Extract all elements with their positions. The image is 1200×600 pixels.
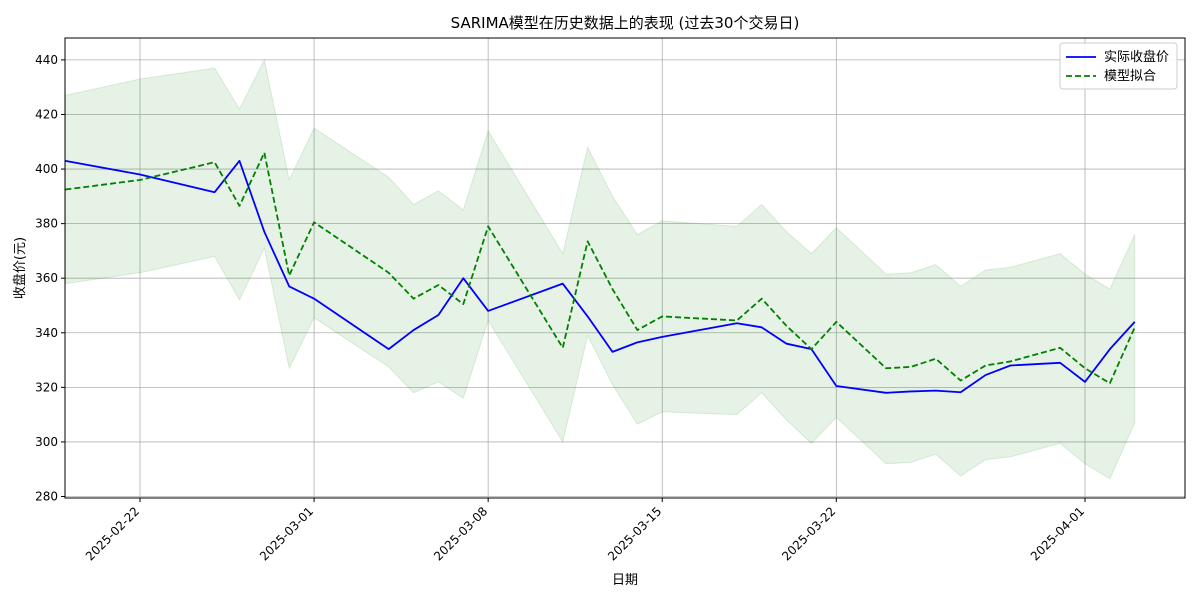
series-lines [65, 151, 1136, 394]
y-tick-label: 380 [35, 217, 58, 231]
y-tick-label: 280 [35, 490, 58, 504]
y-axis-title: 收盘价(元) [12, 237, 28, 299]
legend-label-actual: 实际收盘价 [1104, 49, 1169, 65]
series-line-actual [65, 159, 1136, 394]
legend-box [1059, 42, 1178, 90]
plot-frame [64, 37, 1186, 499]
legend: 实际收盘价 模型拟合 [1059, 42, 1178, 90]
grid-lines [65, 38, 1185, 498]
chart-title: SARIMA模型在历史数据上的表现 (过去30个交易日) [451, 14, 800, 32]
y-tick-label: 340 [35, 326, 58, 340]
x-axis-title: 日期 [612, 573, 638, 588]
legend-label-fitted: 模型拟合 [1104, 69, 1156, 84]
y-tick-label: 300 [35, 435, 58, 449]
confidence-band [64, 58, 1136, 480]
y-tick-label: 360 [35, 271, 58, 285]
y-axis: 280 300 320 340 360 380 400 420 440 [35, 53, 65, 504]
confidence-band-area [64, 58, 1136, 480]
y-tick-label: 420 [35, 107, 58, 121]
y-tick-label: 320 [35, 380, 58, 394]
y-tick-label: 400 [35, 162, 58, 176]
series-line-fitted [65, 151, 1136, 385]
y-tick-label: 440 [35, 53, 58, 67]
